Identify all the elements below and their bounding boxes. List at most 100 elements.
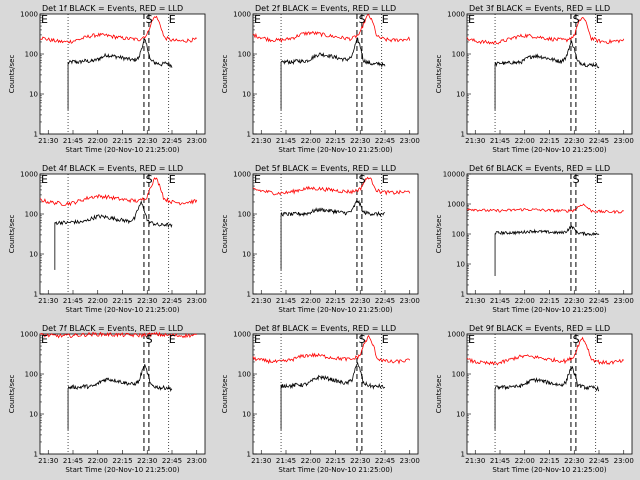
- x-tick-label: 23:00: [614, 457, 634, 465]
- x-tick-label: 23:00: [400, 457, 420, 465]
- x-tick-label: 22:30: [137, 137, 157, 145]
- x-tick-label: 23:00: [187, 137, 207, 145]
- x-tick-label: 22:45: [375, 137, 395, 145]
- panel-title: Det 3f BLACK = Events, RED = LLD: [469, 4, 610, 13]
- series-lld-line: [39, 331, 197, 339]
- y-tick-label: 10: [242, 251, 251, 259]
- y-tick-label: 1000: [20, 331, 38, 339]
- x-tick-label: 23:00: [187, 297, 207, 305]
- x-tick-label: 22:15: [325, 297, 345, 305]
- x-tick-label: 21:30: [38, 137, 58, 145]
- x-tick-label: 22:30: [350, 137, 370, 145]
- y-tick-label: 1: [34, 131, 38, 139]
- x-tick-label: 22:15: [325, 457, 345, 465]
- detector-panel-5: Det 5f BLACK = Events, RED = LLD 1 10 100 10…: [221, 164, 420, 314]
- y-tick-label: 1000: [20, 171, 38, 179]
- y-tick-label: 10: [242, 411, 251, 419]
- x-tick-label: 21:45: [276, 137, 296, 145]
- x-tick-label: 22:00: [515, 457, 535, 465]
- y-tick-label: 1000: [20, 11, 38, 19]
- saa-start-marker: S: [146, 173, 153, 186]
- x-tick-label: 22:45: [375, 457, 395, 465]
- eclipse-marker: E: [254, 333, 261, 346]
- plot-area: [252, 333, 419, 455]
- x-axis-label: Start Time (20-Nov-10 21:25:00): [492, 466, 606, 474]
- y-axis-label: Counts/sec: [8, 375, 16, 414]
- detector-panel-3: Det 3f BLACK = Events, RED = LLD 1 10 100 10…: [435, 4, 634, 154]
- eclipse-marker: E: [468, 13, 475, 26]
- series-events-line: [280, 36, 386, 68]
- y-tick-label: 10: [456, 411, 465, 419]
- x-tick-label: 22:00: [301, 457, 321, 465]
- x-tick-label: 22:45: [589, 297, 609, 305]
- series-events-line: [67, 38, 173, 68]
- x-tick-label: 22:00: [515, 297, 535, 305]
- x-tick-label: 22:30: [564, 137, 584, 145]
- x-axis-label: Start Time (20-Nov-10 21:25:00): [65, 466, 179, 474]
- x-tick-label: 21:30: [465, 457, 485, 465]
- x-tick-label: 21:45: [276, 457, 296, 465]
- y-tick-label: 10: [29, 411, 38, 419]
- x-tick-label: 21:45: [63, 297, 83, 305]
- x-tick-label: 21:30: [465, 297, 485, 305]
- series-lld-line: [39, 177, 198, 207]
- x-tick-label: 22:15: [112, 457, 132, 465]
- x-tick-label: 21:30: [251, 137, 271, 145]
- x-tick-label: 21:30: [251, 457, 271, 465]
- eclipse-marker: E: [596, 13, 603, 26]
- x-tick-label: 23:00: [400, 137, 420, 145]
- y-tick-label: 10: [456, 91, 465, 99]
- y-tick-label: 1: [34, 291, 38, 299]
- saa-start-marker: S: [146, 13, 153, 26]
- plot-area: [466, 13, 633, 135]
- x-axis-label: Start Time (20-Nov-10 21:25:00): [492, 306, 606, 314]
- x-tick-label: 23:00: [187, 457, 207, 465]
- y-tick-label: 10: [242, 91, 251, 99]
- y-axis-label: Counts/sec: [435, 55, 443, 94]
- x-axis-label: Start Time (20-Nov-10 21:25:00): [65, 146, 179, 154]
- y-tick-label: 100: [25, 51, 38, 59]
- y-axis-label: Counts/sec: [8, 55, 16, 94]
- panel-title: Det 5f BLACK = Events, RED = LLD: [255, 164, 396, 173]
- series-lld-line: [466, 336, 625, 366]
- series-events-line: [280, 362, 386, 390]
- x-tick-label: 23:00: [614, 297, 634, 305]
- x-tick-label: 22:15: [539, 137, 559, 145]
- panel-title: Det 9f BLACK = Events, RED = LLD: [469, 324, 610, 333]
- y-tick-label: 100: [452, 231, 465, 239]
- series-events-line: [494, 40, 600, 69]
- detector-panel-6: Det 6f BLACK = Events, RED = LLD 1 10 100 10…: [435, 164, 634, 314]
- detector-panel-4: Det 4f BLACK = Events, RED = LLD 1 10 100 10…: [8, 164, 207, 314]
- y-axis-label: Counts/sec: [221, 215, 229, 254]
- x-tick-label: 22:45: [162, 457, 182, 465]
- panel-title: Det 7f BLACK = Events, RED = LLD: [42, 324, 183, 333]
- y-tick-label: 1000: [447, 11, 465, 19]
- x-axis-label: Start Time (20-Nov-10 21:25:00): [278, 146, 392, 154]
- saa-start-marker: S: [573, 13, 580, 26]
- saa-start-marker: S: [573, 333, 580, 346]
- panel-title: Det 1f BLACK = Events, RED = LLD: [42, 4, 183, 13]
- x-tick-label: 22:30: [137, 457, 157, 465]
- x-tick-label: 21:45: [63, 137, 83, 145]
- x-axis-label: Start Time (20-Nov-10 21:25:00): [492, 146, 606, 154]
- saa-start-marker: S: [146, 333, 153, 346]
- y-tick-label: 1000: [233, 171, 251, 179]
- eclipse-marker: E: [382, 173, 389, 186]
- detector-panel-2: Det 2f BLACK = Events, RED = LLD 1 10 100 10…: [221, 4, 420, 154]
- eclipse-marker: E: [382, 333, 389, 346]
- series-events-line: [494, 365, 600, 392]
- series-lld-line: [252, 334, 411, 365]
- y-axis-label: Counts/sec: [435, 375, 443, 414]
- x-tick-label: 22:15: [539, 297, 559, 305]
- x-tick-label: 22:30: [564, 297, 584, 305]
- y-tick-label: 10: [456, 261, 465, 269]
- plot-area: [39, 333, 206, 455]
- y-tick-label: 1: [461, 451, 465, 459]
- series-lld-line: [466, 203, 624, 215]
- y-tick-label: 100: [238, 371, 251, 379]
- x-axis-label: Start Time (20-Nov-10 21:25:00): [278, 466, 392, 474]
- x-tick-label: 22:30: [350, 297, 370, 305]
- x-axis-label: Start Time (20-Nov-10 21:25:00): [278, 306, 392, 314]
- eclipse-marker: E: [254, 13, 261, 26]
- y-tick-label: 1: [34, 451, 38, 459]
